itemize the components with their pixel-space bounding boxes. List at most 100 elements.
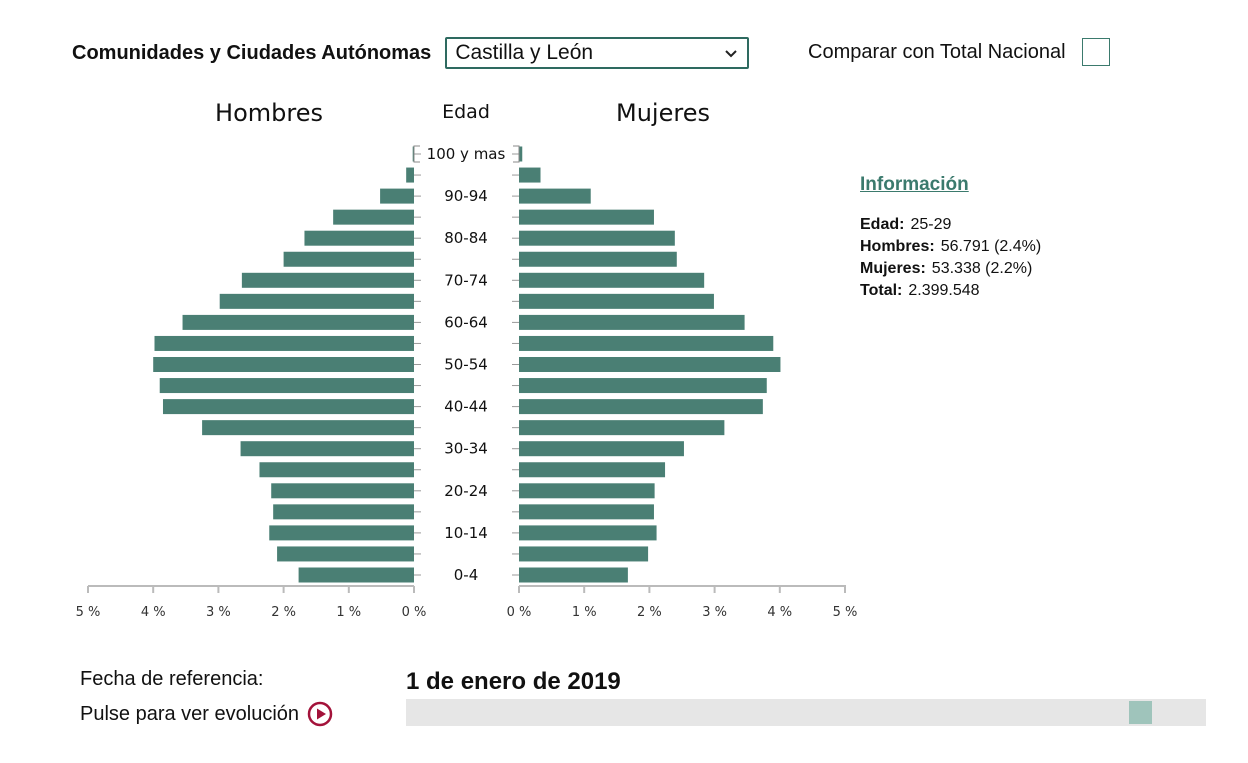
x-tick-label-right: 3 %	[702, 605, 727, 620]
x-tick-label-right: 0 %	[507, 605, 532, 620]
bar-mujeres-50-54	[519, 357, 781, 372]
top-group-bracket-left	[413, 145, 420, 163]
age-label: 20-24	[444, 482, 488, 500]
bar-mujeres-45-49	[519, 378, 767, 394]
bar-hombres-35-39	[202, 420, 414, 436]
info-row-key: Total:	[860, 282, 903, 299]
timeline-slider-track[interactable]	[406, 699, 1206, 726]
x-tick-label-left: 4 %	[141, 605, 166, 620]
info-row-value: 2.399.548	[908, 282, 980, 299]
info-row: Edad: 25-29	[860, 214, 1041, 236]
bar-mujeres-65-69	[519, 293, 714, 309]
bar-hombres-25-29	[259, 462, 414, 478]
info-row-key: Edad:	[860, 216, 905, 233]
bar-hombres-0-4	[298, 567, 414, 583]
bar-hombres-85-89	[333, 209, 414, 225]
bar-mujeres-85-89	[519, 209, 654, 225]
top-group-bracket-right	[513, 145, 520, 163]
age-label: 30-34	[444, 440, 488, 458]
info-rows: Edad: 25-29 Hombres: 56.791 (2.4%) Mujeres: 5…	[860, 214, 1041, 302]
left-title: Hombres	[215, 99, 323, 127]
x-tick-label-left: 5 %	[76, 605, 101, 620]
bar-mujeres-15-19	[519, 504, 654, 520]
compare-label: Comparar con Total Nacional	[808, 40, 1066, 63]
bar-hombres-50-54	[153, 357, 414, 372]
bar-mujeres-30-34	[519, 441, 684, 457]
x-tick-label-right: 5 %	[833, 605, 858, 620]
region-select-value: Castilla y León	[455, 41, 594, 64]
chevron-down-icon	[725, 50, 738, 58]
right-title: Mujeres	[616, 99, 710, 127]
bar-mujeres-70-74	[519, 272, 705, 288]
evolution-button[interactable]: Pulse para ver evolución	[80, 701, 333, 727]
info-panel: Información Edad: 25-29 Hombres: 56.791 (2.…	[860, 174, 1041, 302]
x-tick-label-left: 0 %	[402, 605, 427, 620]
age-label: 0-4	[454, 566, 479, 584]
age-label: 80-84	[444, 229, 488, 247]
reference-date: 1 de enero de 2019	[406, 668, 621, 695]
info-row: Hombres: 56.791 (2.4%)	[860, 236, 1041, 258]
bar-mujeres-0-4	[519, 567, 628, 583]
age-label: 60-64	[444, 313, 488, 331]
bar-mujeres-25-29	[519, 462, 666, 478]
compare-checkbox[interactable]	[1081, 38, 1110, 66]
info-row: Total: 2.399.548	[860, 280, 1041, 302]
bar-hombres-95-99	[406, 167, 414, 183]
bar-mujeres-90-94	[519, 188, 591, 204]
x-tick-label-left: 2 %	[271, 605, 296, 620]
region-select[interactable]: Castilla y León	[445, 37, 750, 69]
compare-national: Comparar con Total Nacional	[808, 38, 1110, 66]
bar-hombres-80-84	[304, 230, 414, 246]
bar-mujeres-75-79	[519, 251, 677, 267]
info-row-key: Mujeres:	[860, 260, 926, 277]
age-label: 10-14	[444, 524, 488, 542]
play-icon[interactable]	[307, 701, 333, 727]
bar-hombres-60-64	[182, 314, 414, 330]
evolution-label: Pulse para ver evolución	[80, 702, 300, 725]
bar-mujeres-5-9	[519, 546, 649, 562]
age-label: 40-44	[444, 398, 488, 416]
bar-hombres-70-74	[241, 272, 414, 288]
bar-hombres-100 y mas	[412, 146, 414, 162]
bar-hombres-55-59	[154, 335, 414, 351]
region-label: Comunidades y Ciudades Autónomas	[72, 41, 432, 64]
bar-mujeres-10-14	[519, 525, 657, 541]
age-label: 100 y mas	[427, 145, 506, 163]
age-label: 90-94	[444, 187, 488, 205]
bar-hombres-5-9	[277, 546, 414, 562]
center-title: Edad	[442, 101, 490, 123]
info-row-key: Hombres:	[860, 238, 935, 255]
bar-mujeres-20-24	[519, 483, 655, 499]
bar-hombres-20-24	[271, 483, 414, 499]
bar-mujeres-60-64	[519, 314, 745, 330]
info-title[interactable]: Información	[860, 174, 969, 195]
bar-mujeres-80-84	[519, 230, 675, 246]
population-pyramid-chart: Hombres Mujeres Edad 0-4 10-14 20-24 30-34 40-4…	[76, 99, 858, 620]
bar-mujeres-40-44	[519, 399, 763, 415]
info-row-value: 53.338 (2.2%)	[931, 260, 1033, 277]
region-selector-bar: Comunidades y Ciudades Autónomas Castill…	[72, 36, 750, 70]
x-tick-label-right: 2 %	[637, 605, 662, 620]
bar-mujeres-55-59	[519, 335, 774, 351]
bar-mujeres-100 y mas	[519, 146, 523, 162]
bar-hombres-10-14	[269, 525, 414, 541]
x-tick-label-left: 1 %	[336, 605, 361, 620]
age-label: 50-54	[444, 356, 488, 374]
bar-hombres-90-94	[380, 188, 414, 204]
info-row-value: 25-29	[910, 216, 952, 233]
age-label: 70-74	[444, 271, 488, 289]
x-tick-label-right: 4 %	[767, 605, 792, 620]
bar-hombres-65-69	[219, 293, 414, 309]
bar-mujeres-95-99	[519, 167, 541, 183]
x-tick-label-right: 1 %	[572, 605, 597, 620]
bar-hombres-15-19	[273, 504, 414, 520]
reference-date-label: Fecha de referencia:	[80, 668, 264, 690]
info-row: Mujeres: 53.338 (2.2%)	[860, 258, 1041, 280]
bar-mujeres-35-39	[519, 420, 725, 436]
bar-hombres-40-44	[162, 399, 414, 415]
bar-hombres-75-79	[283, 251, 414, 267]
timeline-slider-thumb[interactable]	[1129, 701, 1152, 724]
bar-hombres-30-34	[240, 441, 414, 457]
x-tick-label-left: 3 %	[206, 605, 231, 620]
info-row-value: 56.791 (2.4%)	[940, 238, 1042, 255]
